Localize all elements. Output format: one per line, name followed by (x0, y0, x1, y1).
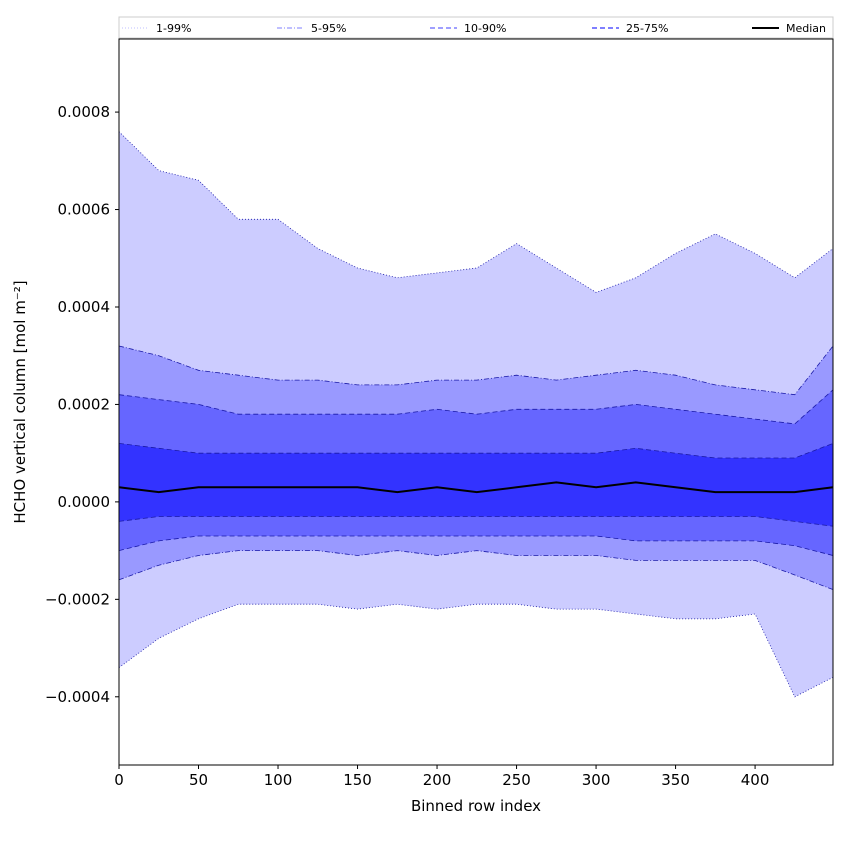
band-2-upper-line (118, 389, 834, 425)
median-line (118, 481, 834, 494)
y-tick-label: −0.0004 (45, 688, 110, 706)
legend-entry: Median (786, 22, 826, 35)
legend-entry: 5-95% (311, 22, 346, 35)
legend-entry: 25-75% (626, 22, 668, 35)
band-1-lower-line (118, 550, 834, 590)
x-tick-label: 250 (502, 771, 531, 789)
band-3 (119, 443, 833, 527)
x-tick-label: 0 (114, 771, 124, 789)
y-tick-label: 0.0004 (58, 298, 111, 316)
x-tick-label: 50 (189, 771, 208, 789)
x-tick-label: 100 (264, 771, 293, 789)
y-tick-label: 0.0006 (58, 201, 111, 219)
y-axis-label: HCHO vertical column [mol m⁻²] (11, 280, 29, 523)
y-tick-label: −0.0002 (45, 590, 110, 608)
y-tick-label: 0.0000 (58, 493, 111, 511)
y-tick-label: 0.0002 (58, 395, 111, 413)
band-0-lower-line (118, 603, 834, 698)
x-tick-label: 350 (661, 771, 690, 789)
legend-entry: 1-99% (156, 22, 191, 35)
x-tick-label: 400 (741, 771, 770, 789)
x-axis-label: Binned row index (411, 797, 541, 815)
legend: 1-99% 5-95% 10-90% 25-75% Median (118, 16, 834, 39)
x-tick-label: 200 (423, 771, 452, 789)
band-1-upper-line (118, 345, 834, 396)
band-2-lower-line (118, 535, 834, 556)
band-3-lower-line (118, 516, 834, 527)
x-tick-label: 150 (343, 771, 372, 789)
legend-entry: 10-90% (464, 22, 506, 35)
percentile-bands (119, 131, 833, 697)
legend-frame (118, 16, 834, 39)
x-axis: 0 50 100 150 200 250 300 350 400 (114, 765, 769, 789)
series-lines (118, 131, 834, 698)
plot-frame (118, 38, 834, 766)
y-axis: −0.0004 −0.0002 0.0000 0.0002 0.0004 0.0006 0.… (45, 103, 119, 706)
y-tick-label: 0.0008 (58, 103, 111, 121)
x-tick-label: 300 (582, 771, 611, 789)
